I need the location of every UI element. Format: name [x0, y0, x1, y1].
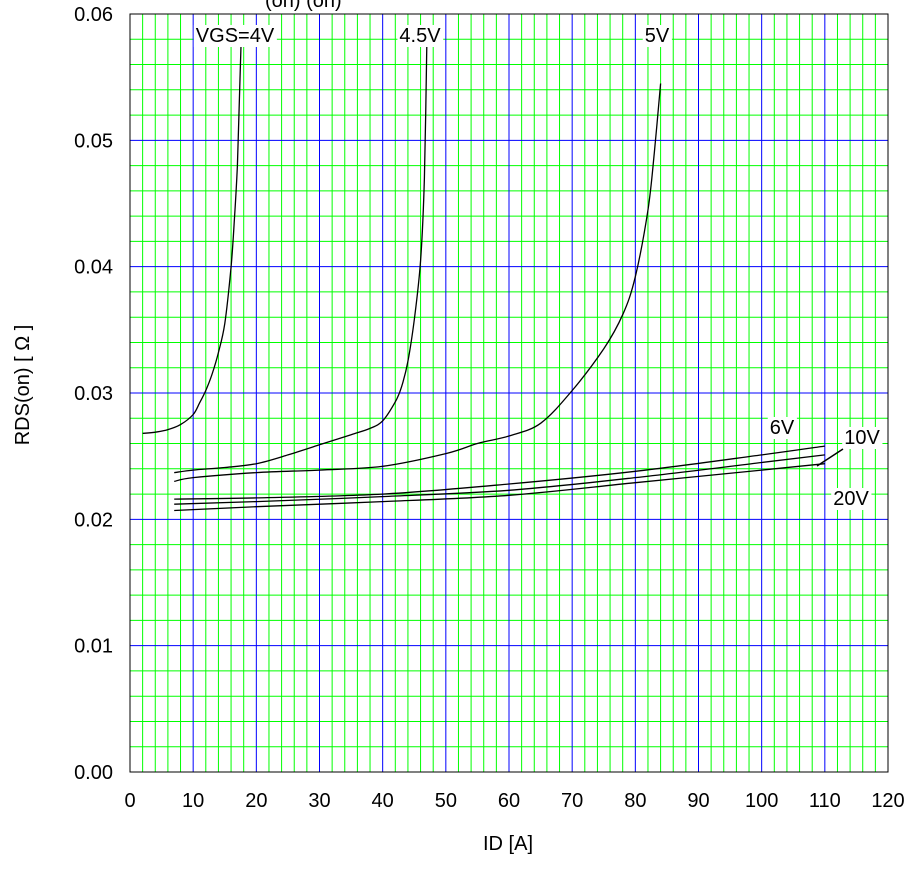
- x-tick-label: 50: [435, 790, 457, 812]
- series-leader-10v: [816, 448, 844, 467]
- x-tick-label: 100: [745, 790, 778, 812]
- series-label-vgs-4v: VGS=4V: [196, 25, 275, 47]
- x-tick-label: 70: [561, 790, 583, 812]
- y-tick-labels: 0.00 0.01 0.02 0.03 0.04 0.05 0.06: [74, 4, 113, 784]
- y-tick-label: 0.05: [74, 130, 113, 152]
- plot-frame: [129, 13, 889, 773]
- x-tick-label: 10: [182, 790, 204, 812]
- series-label-bg: [642, 25, 672, 47]
- x-tick-label: 40: [372, 790, 394, 812]
- series-line-10v: [174, 454, 825, 505]
- x-tick-label: 80: [624, 790, 646, 812]
- x-tick-label: 20: [245, 790, 267, 812]
- y-tick-label: 0.01: [74, 636, 113, 658]
- x-tick-label: 30: [308, 790, 330, 812]
- x-tick-label: 0: [124, 790, 135, 812]
- x-tick-label: 60: [498, 790, 520, 812]
- y-tick-label: 0.03: [74, 383, 113, 405]
- series-label-bg: [831, 488, 872, 510]
- series-label-bg: [767, 417, 797, 439]
- chart-title: (on) (on): [265, 0, 342, 12]
- series-line-vgs-4v: [142, 39, 242, 435]
- series-label-5v: 5V: [645, 25, 670, 47]
- x-axis-label: ID [A]: [483, 833, 533, 855]
- x-tick-label: 110: [809, 790, 841, 812]
- x-tick-label: 120: [871, 790, 904, 812]
- series-label-bg: [193, 25, 277, 47]
- series-label-bg: [842, 427, 883, 449]
- series-line-5v: [174, 83, 662, 483]
- y-tick-label: 0.06: [74, 4, 113, 26]
- series-layer: [142, 39, 825, 512]
- y-tick-label: 0.00: [74, 762, 113, 784]
- y-axis-label: RDS(on) [ Ω ]: [12, 325, 34, 446]
- x-tick-labels: 0 10 20 30 40 50 60 70 80 90 100 110 120: [124, 790, 904, 812]
- series-label-bg: [397, 25, 444, 47]
- y-tick-label: 0.02: [74, 509, 113, 531]
- series-line-20v: [174, 463, 825, 512]
- y-tick-label: 0.04: [74, 257, 113, 279]
- x-tick-label: 90: [687, 790, 709, 812]
- series-labels: VGS=4V 4.5V 5V 6V 10V 20V: [193, 25, 883, 510]
- series-line-4-5v: [174, 39, 428, 474]
- series-line-6v: [174, 445, 825, 500]
- series-label-4-5v: 4.5V: [399, 25, 441, 47]
- series-label-6v: 6V: [770, 417, 795, 439]
- series-label-10v: 10V: [844, 427, 880, 449]
- series-label-20v: 20V: [833, 488, 869, 510]
